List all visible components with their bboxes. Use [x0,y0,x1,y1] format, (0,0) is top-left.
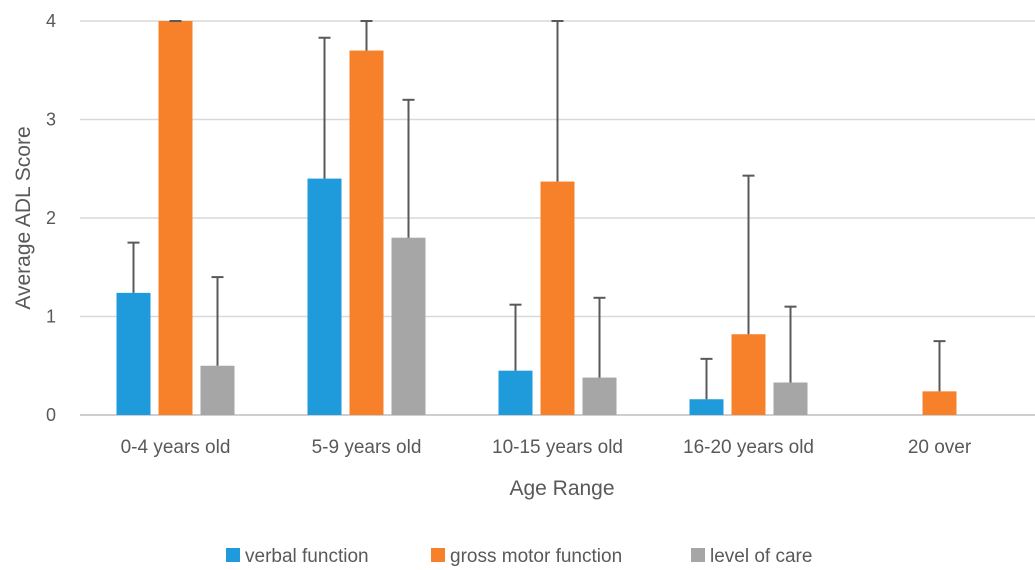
bar [116,292,151,415]
bar [540,181,575,415]
x-category-label: 16-20 years old [683,437,814,458]
legend-swatch [431,548,445,562]
bar [391,237,426,415]
y-tick-label: 0 [46,405,56,425]
y-tick-label: 4 [46,11,56,31]
bar [349,50,384,416]
legend-label: level of care [710,546,812,567]
legend: verbal function gross motor function level… [226,546,812,567]
bar [582,377,617,415]
x-category-label: 0-4 years old [121,437,231,458]
bar [158,21,193,415]
legend-label: gross motor function [450,546,622,567]
bars [116,21,957,416]
bar [498,370,533,415]
x-category-label: 20 over [908,437,972,458]
x-axis-categories: 0-4 years old 5-9 years old 10-15 years ol… [121,437,972,458]
x-category-label: 10-15 years old [492,437,623,458]
legend-swatch [226,548,240,562]
legend-label: verbal function [245,546,369,567]
y-axis-title: Average ADL Score [12,126,35,309]
x-axis-title: Age Range [509,477,614,500]
bar [922,391,957,415]
bar [731,334,766,415]
bar [307,178,342,415]
y-tick-label: 3 [46,110,56,130]
bar [200,365,235,415]
bar [773,382,808,415]
y-axis-ticks: 0 1 2 3 4 [46,11,56,425]
bar [689,399,724,415]
y-tick-label: 2 [46,208,56,228]
error-bars [127,20,946,400]
y-tick-label: 1 [46,307,56,327]
legend-swatch [691,548,705,562]
x-category-label: 5-9 years old [312,437,422,458]
